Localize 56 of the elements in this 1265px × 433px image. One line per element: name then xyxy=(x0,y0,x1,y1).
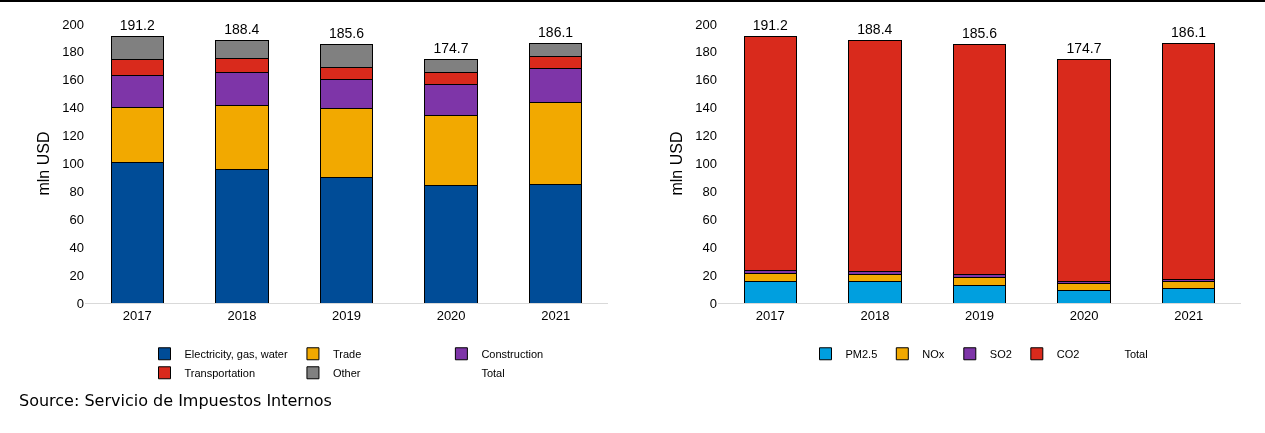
y-tick-label: 180 xyxy=(694,44,717,60)
y-tick-label: 100 xyxy=(694,156,717,172)
x-tick-label: 2021 xyxy=(1173,307,1203,323)
y-tick-label: 200 xyxy=(694,16,717,32)
x-tick-label: 2018 xyxy=(859,307,889,323)
y-tick-label: 60 xyxy=(702,211,717,227)
total-label: 191.2 xyxy=(119,17,155,34)
total-label: 186.1 xyxy=(1170,24,1206,41)
y-tick-label: 0 xyxy=(76,295,84,311)
text: Total xyxy=(481,367,505,380)
total-label: 185.6 xyxy=(961,25,997,42)
legend-label: Other xyxy=(332,367,361,380)
y-tick-label: 120 xyxy=(694,128,717,144)
text: Total xyxy=(1123,348,1148,361)
legend-label: Trade xyxy=(332,348,362,361)
total-label: 185.6 xyxy=(328,25,365,42)
source-note: Source: Servicio de Impuestos Internos xyxy=(19,391,332,410)
total-label: 188.4 xyxy=(224,21,260,38)
y-tick-label: 200 xyxy=(62,16,84,32)
y-tick-label: 160 xyxy=(62,72,84,88)
y-tick-label: 80 xyxy=(69,183,84,199)
y-tick-label: 180 xyxy=(62,44,84,60)
y-tick-label: 80 xyxy=(702,183,717,199)
y-tick-label: 40 xyxy=(702,239,717,255)
legend-label: NOx xyxy=(921,348,945,361)
x-tick-label: 2017 xyxy=(755,307,785,323)
total-label: 174.7 xyxy=(433,40,469,57)
y-tick-label: 20 xyxy=(69,267,84,283)
y-tick-label: 100 xyxy=(62,156,84,172)
y-tick-label: 140 xyxy=(62,100,84,116)
legend-label: SO2 xyxy=(989,348,1012,361)
y-tick-label: 0 xyxy=(709,295,717,311)
total-label: 188.4 xyxy=(856,21,893,38)
x-tick-label: 2018 xyxy=(227,307,257,323)
y-axis-title: mln USD xyxy=(667,131,685,196)
y-tick-label: 120 xyxy=(62,128,84,144)
total-label: 174.7 xyxy=(1065,40,1102,57)
total-label: 191.2 xyxy=(752,17,788,34)
y-tick-label: 140 xyxy=(694,100,717,116)
legend-label: Electricity, gas, water xyxy=(184,348,288,361)
x-tick-label: 2020 xyxy=(436,307,466,323)
legend-label: CO2 xyxy=(1056,348,1079,361)
x-tick-label: 2019 xyxy=(964,307,994,323)
y-axis-title: mln USD xyxy=(35,131,53,196)
total-label: 186.1 xyxy=(538,24,574,41)
x-tick-label: 2020 xyxy=(1069,307,1099,323)
y-tick-label: 60 xyxy=(69,211,84,227)
y-tick-label: 40 xyxy=(69,239,84,255)
y-tick-label: 160 xyxy=(694,72,717,88)
x-tick-label: 2019 xyxy=(332,307,361,323)
legend-label: Transportation xyxy=(184,367,256,380)
x-tick-label: 2021 xyxy=(541,307,571,323)
x-tick-label: 2017 xyxy=(122,307,152,323)
legend-label: Construction xyxy=(481,348,544,361)
legend-label: PM2.5 xyxy=(845,348,877,361)
y-tick-label: 20 xyxy=(702,267,717,283)
